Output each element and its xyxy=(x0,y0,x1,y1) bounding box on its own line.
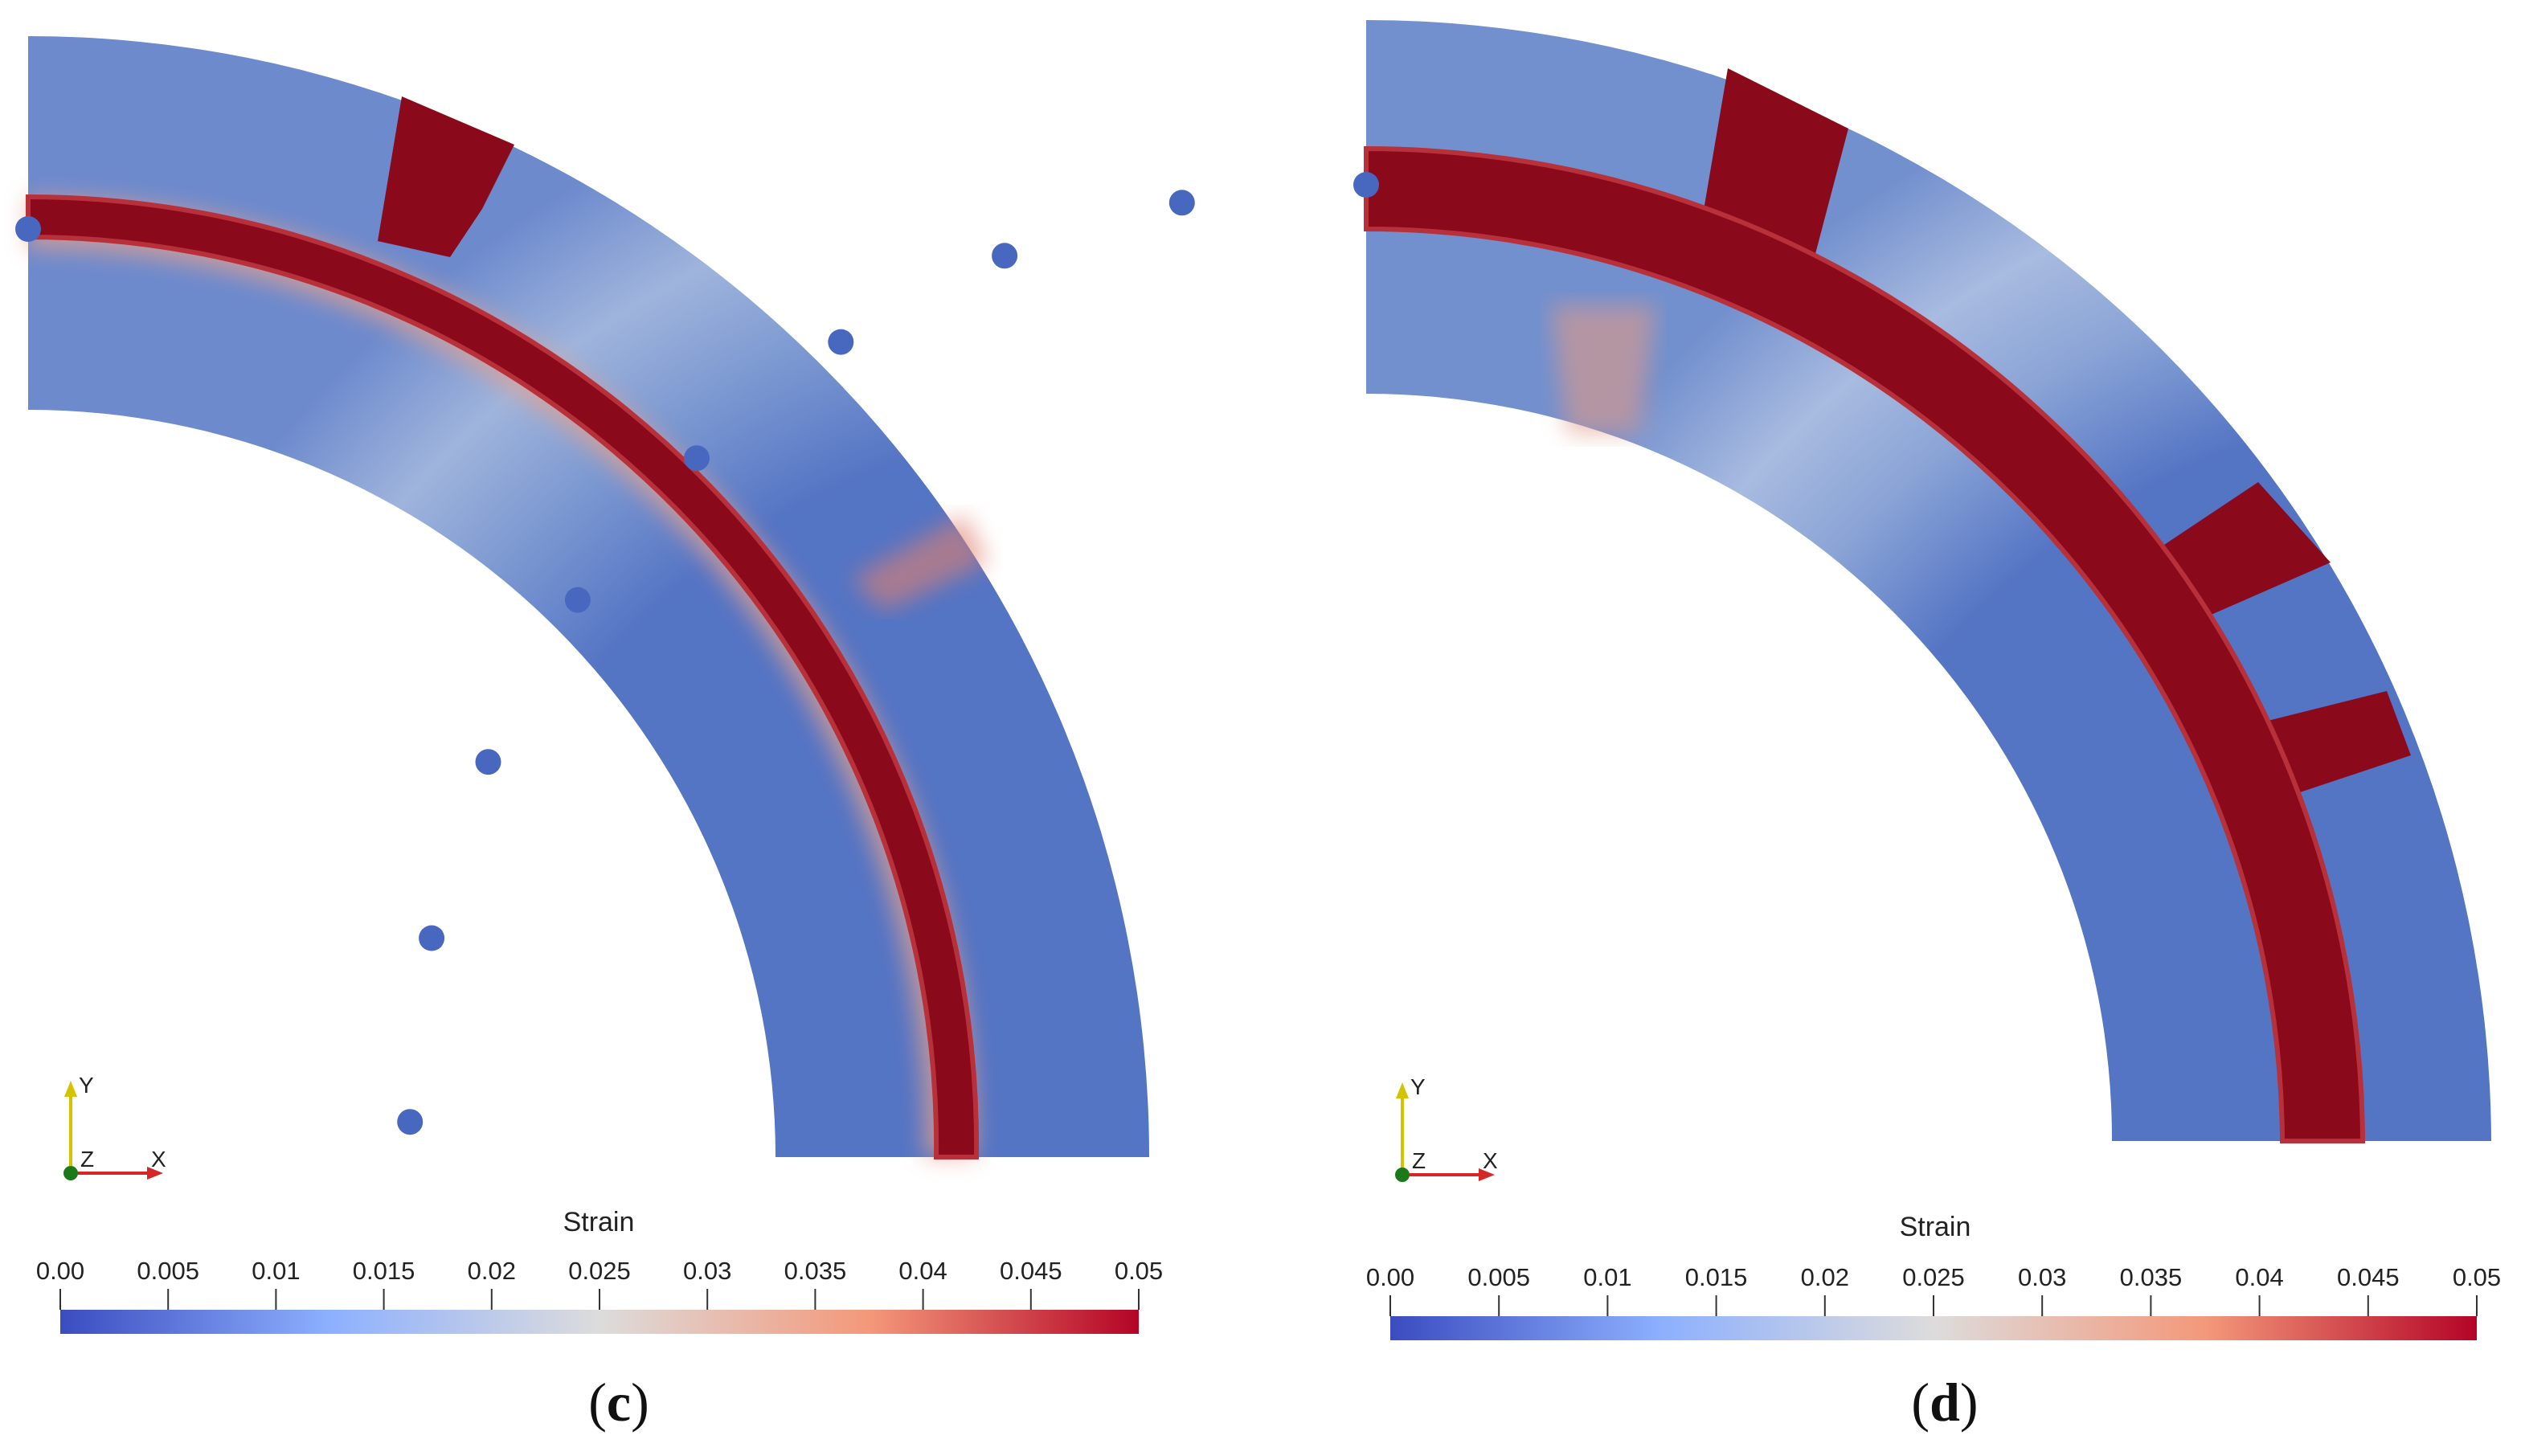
panel-c: Y X Z Strain 0.00 0.005 0.01 0.015 0.02 0.025… xyxy=(15,36,1163,1433)
quarter-ring-d xyxy=(1366,20,2491,1141)
crack-nodes-c xyxy=(15,216,41,242)
y-axis-arrow-icon xyxy=(64,1081,77,1097)
colorbar-tick-label: 0.02 xyxy=(1801,1263,1849,1291)
colorbar-tick-label: 0.03 xyxy=(683,1257,731,1285)
branch-crack-right-d xyxy=(2162,482,2331,619)
axis-z-label: Z xyxy=(80,1147,94,1172)
crack-node xyxy=(992,243,1018,269)
colorbar-tick-label: 0.04 xyxy=(2235,1263,2283,1291)
colorbar-tick-label: 0.00 xyxy=(36,1257,84,1285)
colorbar-ramp-d xyxy=(1390,1316,2477,1340)
crack-node xyxy=(1353,172,1379,198)
colorbar-tick-label: 0.015 xyxy=(353,1257,415,1285)
colorbar-tick-label: 0.045 xyxy=(2337,1263,2400,1291)
crack-node xyxy=(828,329,854,355)
crack-node xyxy=(1168,190,1195,216)
branch-crack-lower-d xyxy=(2258,691,2411,795)
z-axis-dot-icon xyxy=(1395,1168,1410,1182)
colorbar-tick-label: 0.025 xyxy=(1902,1263,1965,1291)
z-axis-dot-icon xyxy=(63,1166,78,1180)
axis-x-label: X xyxy=(1483,1148,1498,1173)
panel-label-d: (d) xyxy=(1911,1372,1978,1433)
colorbar-ticks-d: 0.00 0.005 0.01 0.015 0.02 0.025 0.03 0.035 0.04… xyxy=(1366,1263,2501,1316)
crack-node xyxy=(564,587,591,613)
colorbar-c: Strain 0.00 0.005 0.01 0.015 0.02 0.025 0.03 0.… xyxy=(36,1207,1163,1334)
colorbar-tick-label: 0.05 xyxy=(2453,1263,2501,1291)
colorbar-tick-label: 0.04 xyxy=(898,1257,947,1285)
colorbar-tick-label: 0.045 xyxy=(1000,1257,1062,1285)
colorbar-title-c: Strain xyxy=(563,1207,635,1237)
colorbar-tick-label: 0.01 xyxy=(252,1257,300,1285)
colorbar-tick-label: 0.025 xyxy=(568,1257,631,1285)
x-axis-arrow-icon xyxy=(147,1167,163,1180)
colorbar-tick-label: 0.035 xyxy=(784,1257,847,1285)
colorbar-tick-label: 0.035 xyxy=(2120,1263,2183,1291)
colorbar-ramp-c xyxy=(60,1310,1139,1334)
axis-y-label: Y xyxy=(79,1073,94,1098)
branch-halo-c xyxy=(852,514,988,611)
axes-triad-c: Y X Z xyxy=(63,1073,166,1180)
x-axis-arrow-icon xyxy=(1479,1168,1495,1181)
crack-node xyxy=(15,216,41,242)
colorbar-tick-label: 0.01 xyxy=(1583,1263,1631,1291)
crack-node xyxy=(475,749,501,775)
branch-crack-c xyxy=(378,96,514,257)
branch-halo-d xyxy=(1551,305,1655,434)
colorbar-tick-label: 0.005 xyxy=(137,1257,199,1285)
panel-d: Y X Z Strain 0.00 0.005 0.01 0.015 0.02 0.025… xyxy=(397,20,2501,1433)
crack-node xyxy=(684,445,710,472)
axis-x-label: X xyxy=(151,1147,166,1172)
colorbar-tick-label: 0.00 xyxy=(1366,1263,1414,1291)
colorbar-tick-label: 0.03 xyxy=(2018,1263,2066,1291)
axes-triad-d: Y X Z xyxy=(1395,1074,1498,1182)
strain-contour-d xyxy=(1364,20,2491,1143)
colorbar-tick-label: 0.005 xyxy=(1467,1263,1530,1291)
main-crack-band-d xyxy=(1364,145,2366,1143)
y-axis-arrow-icon xyxy=(1396,1082,1409,1098)
crack-node xyxy=(419,925,445,951)
colorbar-tick-label: 0.02 xyxy=(468,1257,516,1285)
axis-z-label: Z xyxy=(1412,1148,1426,1173)
colorbar-ticks-c: 0.00 0.005 0.01 0.015 0.02 0.025 0.03 0.035 0.04… xyxy=(36,1257,1163,1310)
panel-label-c: (c) xyxy=(588,1372,649,1433)
crack-node xyxy=(397,1109,424,1135)
colorbar-tick-label: 0.05 xyxy=(1115,1257,1163,1285)
crack-nodes-d xyxy=(397,172,1379,1135)
colorbar-title-d: Strain xyxy=(1900,1212,1971,1242)
main-crack-band-c xyxy=(26,194,980,1159)
axis-y-label: Y xyxy=(1410,1074,1426,1099)
colorbar-d: Strain 0.00 0.005 0.01 0.015 0.02 0.025 0.03 0.… xyxy=(1366,1212,2501,1340)
colorbar-tick-label: 0.015 xyxy=(1685,1263,1748,1291)
